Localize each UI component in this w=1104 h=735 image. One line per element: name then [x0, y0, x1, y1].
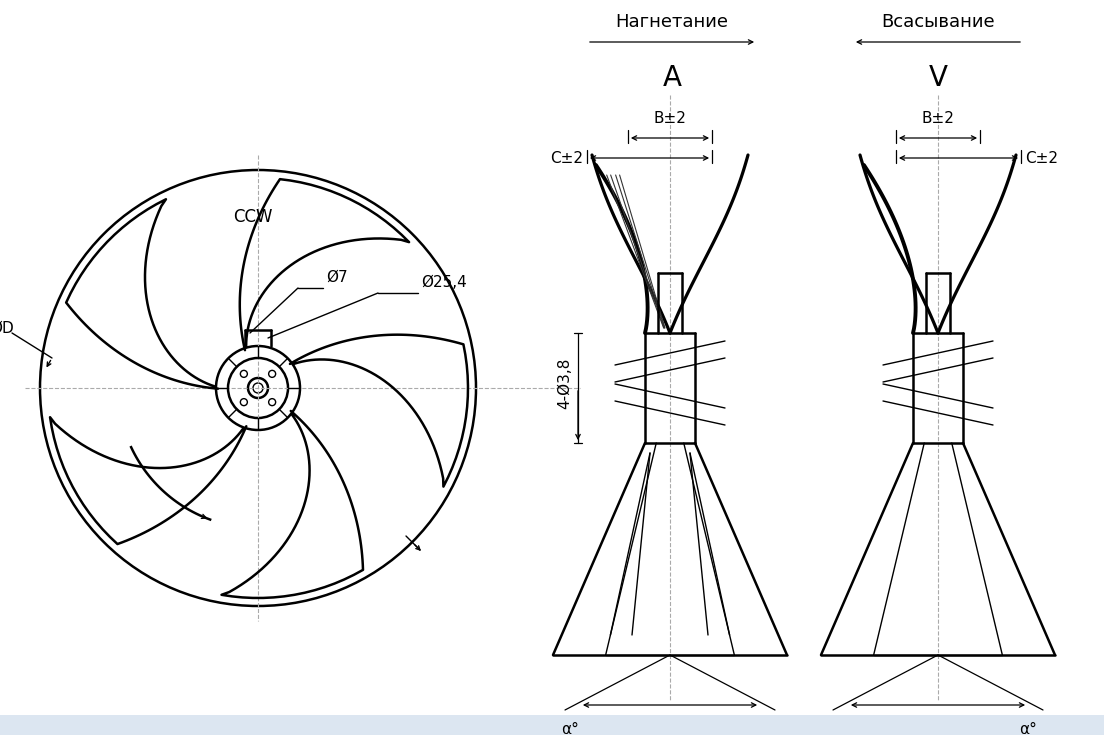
Text: Всасывание: Всасывание — [881, 13, 995, 31]
Text: α°: α° — [1019, 722, 1037, 735]
Text: B±2: B±2 — [654, 111, 687, 126]
Text: B±2: B±2 — [922, 111, 955, 126]
Text: α°: α° — [561, 722, 578, 735]
Text: ØD: ØD — [0, 320, 13, 335]
Text: V: V — [928, 64, 947, 92]
Text: Ø7: Ø7 — [326, 270, 348, 285]
Bar — [0, 715, 1104, 735]
Text: Нагнетание: Нагнетание — [616, 13, 729, 31]
Text: A: A — [662, 64, 681, 92]
Text: CCW: CCW — [233, 208, 273, 226]
Text: C±2: C±2 — [1025, 151, 1058, 165]
Text: Ø25,4: Ø25,4 — [421, 275, 467, 290]
Text: 4-Ø3,8: 4-Ø3,8 — [558, 357, 572, 409]
Text: C±2: C±2 — [550, 151, 583, 165]
